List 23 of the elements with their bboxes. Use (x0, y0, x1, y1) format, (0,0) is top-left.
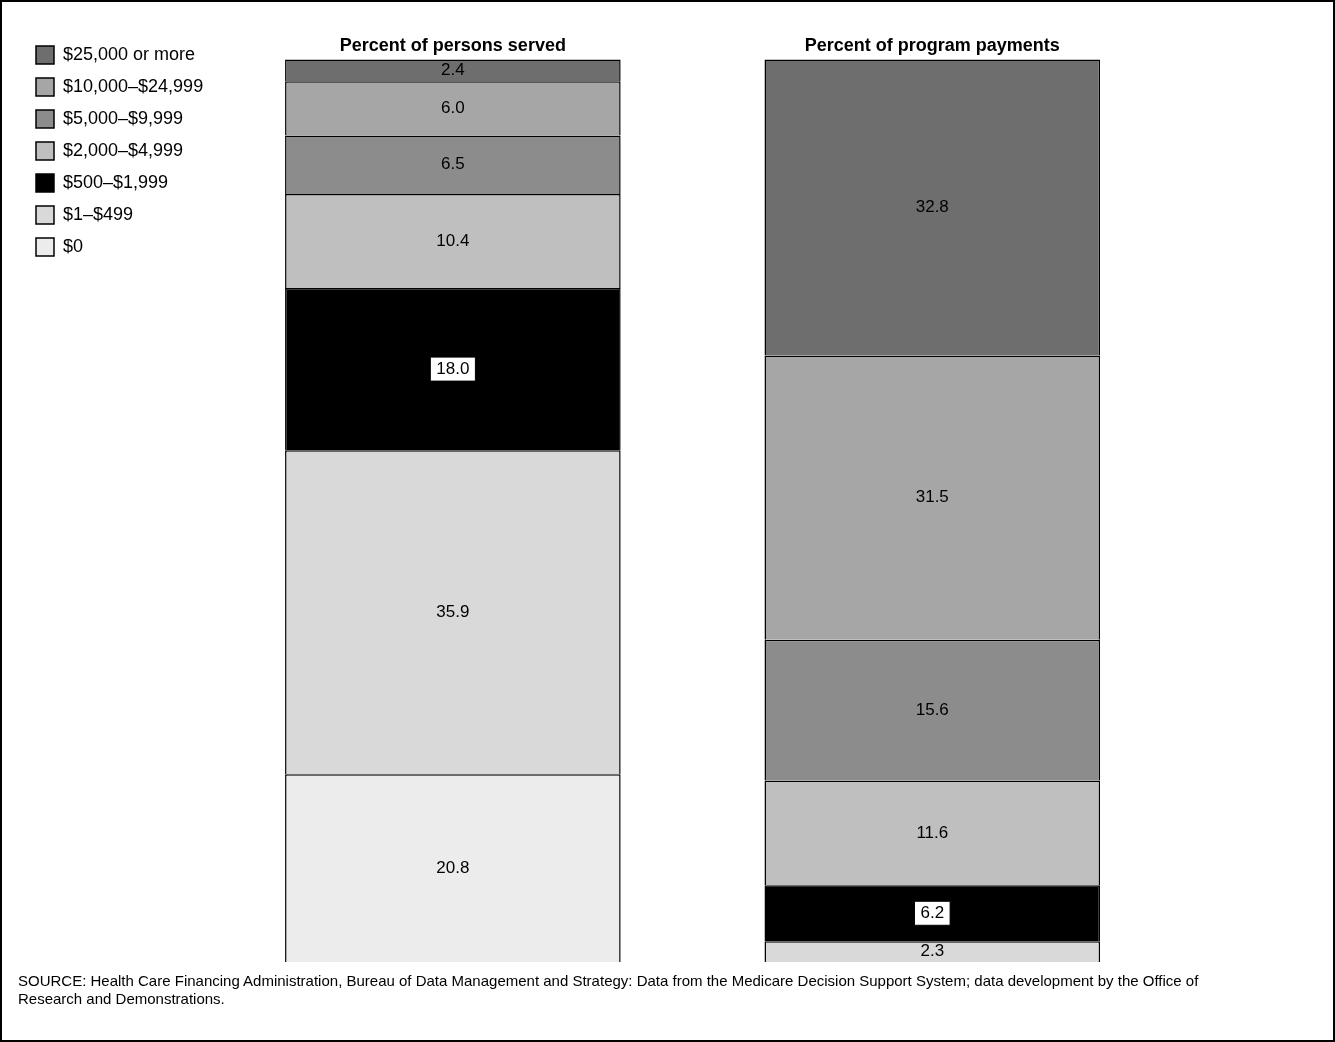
data-label: 2.4 (441, 60, 465, 80)
legend-label: $2,000–$4,999 (63, 139, 184, 160)
data-label: 2.3 (920, 941, 945, 961)
data-label: 10.4 (436, 230, 470, 250)
legend-label: $0 (63, 235, 84, 256)
data-label: 11.6 (916, 822, 949, 842)
data-label: 6.0 (441, 98, 465, 118)
data-label: 20.8 (436, 857, 470, 877)
data-label: 18.0 (436, 358, 470, 378)
x-tick-label: Percent of program payments (804, 34, 1060, 55)
data-label: 6.2 (920, 902, 945, 922)
data-label: 32.8 (915, 197, 949, 217)
legend-label: $1–$499 (63, 203, 134, 224)
data-label: 6.5 (441, 154, 465, 174)
legend-label: $10,000–$24,999 (63, 75, 204, 96)
x-tick-label: Percent of persons served (339, 34, 566, 55)
data-label: 15.6 (915, 699, 949, 719)
legend-label: $25,000 or more (63, 43, 196, 64)
source-note: SOURCE: Health Care Financing Administration, Bureau of Data Management and Strategy: Data from the Medicare Decision Support System; data development by the Office of Research and Demonstrations. (18, 972, 1200, 1008)
legend-label: $5,000–$9,999 (63, 107, 184, 128)
legend-label: $500–$1,999 (63, 171, 169, 192)
data-label: 31.5 (915, 487, 949, 507)
data-label: 35.9 (436, 602, 470, 622)
